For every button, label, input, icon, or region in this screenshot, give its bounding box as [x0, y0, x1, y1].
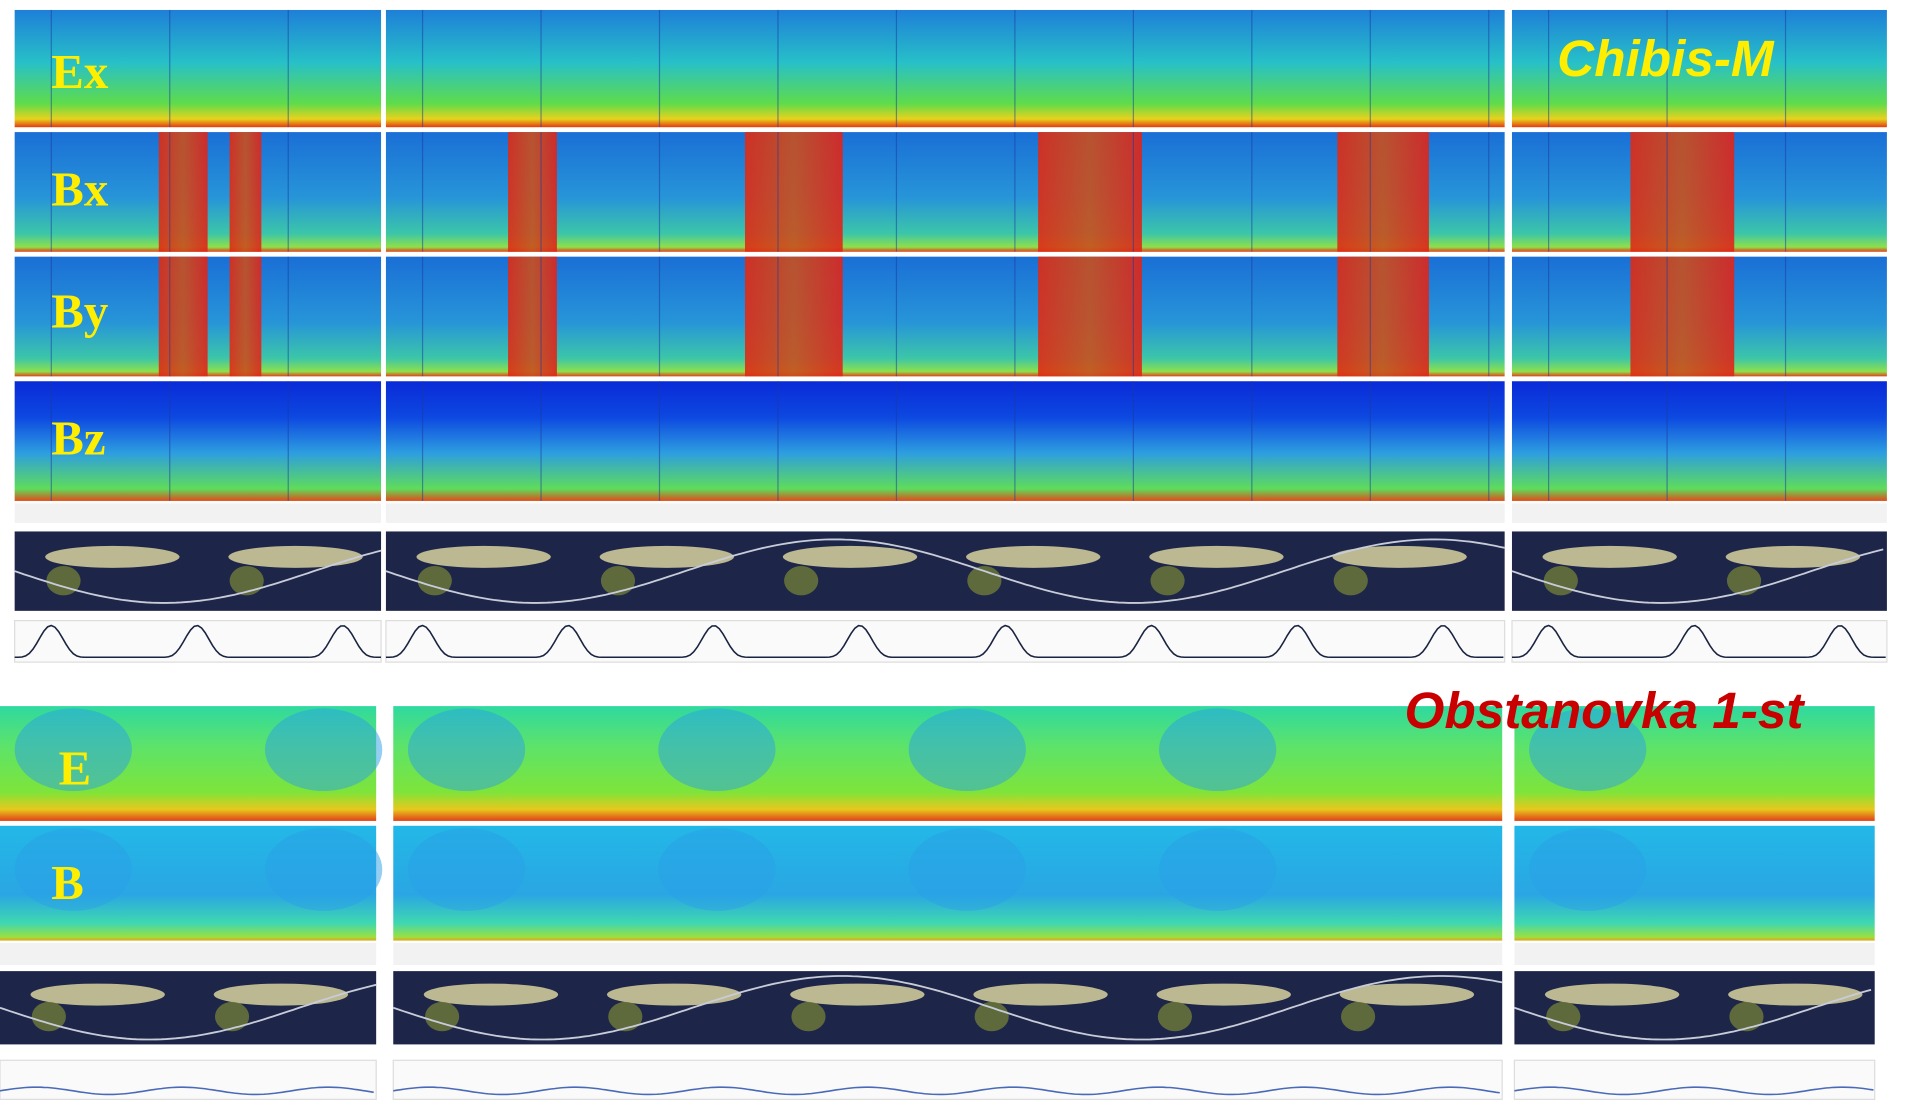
continent [1150, 566, 1184, 595]
time-axis [1512, 503, 1887, 523]
line-frame [1512, 621, 1887, 663]
cyan-region [658, 708, 775, 791]
time-axis [15, 503, 381, 523]
channel-label: Bx [51, 161, 109, 216]
time-axis [1514, 943, 1874, 965]
continent [975, 1002, 1009, 1031]
line-frame [15, 621, 381, 663]
cyan-region [265, 708, 382, 791]
channel-label: By [51, 284, 108, 339]
emission-band [745, 132, 843, 252]
emission-band [159, 257, 208, 377]
continent [1334, 566, 1368, 595]
emission-band [1337, 257, 1429, 377]
channel-label: Ex [51, 44, 109, 99]
channel-label: Bz [51, 411, 105, 466]
cyan-region [658, 828, 775, 911]
emission-band [159, 132, 208, 252]
continent [215, 1002, 249, 1031]
cyan-region [909, 828, 1026, 911]
cyan-region [1159, 828, 1276, 911]
continent [1149, 546, 1283, 568]
emission-band [745, 257, 843, 377]
emission-band [1630, 132, 1734, 252]
cyan-region [408, 708, 525, 791]
line-frame [386, 621, 1505, 663]
continent [1341, 1002, 1375, 1031]
chibis-title: Chibis-M [1557, 30, 1775, 87]
spectrogram [386, 381, 1505, 501]
continent [784, 566, 818, 595]
emission-band [508, 132, 557, 252]
continent [966, 546, 1100, 568]
cyan-region [909, 708, 1026, 791]
spectrogram [1512, 381, 1887, 501]
emission-band [230, 257, 262, 377]
obstanovka-panels [0, 706, 1875, 1099]
emission-band [508, 257, 557, 377]
time-axis [386, 503, 1505, 523]
emission-band [1337, 132, 1429, 252]
continent [228, 546, 362, 568]
continent [783, 546, 917, 568]
spectrogram [386, 10, 1505, 127]
line-frame [0, 1060, 376, 1099]
continent [1158, 1002, 1192, 1031]
emission-band [1630, 257, 1734, 377]
continent [791, 1002, 825, 1031]
time-axis [0, 943, 376, 965]
emission-band [230, 132, 262, 252]
map [386, 531, 1505, 610]
time-axis [393, 943, 1502, 965]
continent [608, 1002, 642, 1031]
continent [45, 546, 179, 568]
figure: Ex Bx By Bz Chibis-M E B Obstanovka 1-st [0, 0, 1915, 1102]
channel-label: B [51, 855, 84, 910]
cyan-region [408, 828, 525, 911]
continent [1332, 546, 1466, 568]
continent [1543, 546, 1677, 568]
emission-band [1038, 257, 1142, 377]
continent [600, 546, 734, 568]
continent [1726, 546, 1860, 568]
cyan-region [265, 828, 382, 911]
obstanovka-title: Obstanovka 1-st [1404, 682, 1805, 739]
cyan-region [1159, 708, 1276, 791]
map [393, 971, 1502, 1044]
continent [416, 546, 550, 568]
channel-label: E [59, 740, 92, 795]
line-frame [1514, 1060, 1874, 1099]
chibis-panels [15, 10, 1887, 662]
cyan-region [1529, 828, 1646, 911]
continent [1729, 1002, 1763, 1031]
emission-band [1038, 132, 1142, 252]
